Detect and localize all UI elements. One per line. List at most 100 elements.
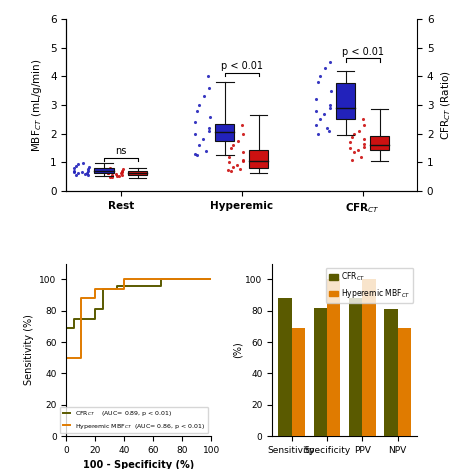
- Point: [325, 127, 333, 135]
- Point: [233, 161, 241, 168]
- Point: [199, 136, 207, 143]
- Point: [193, 151, 201, 159]
- Legend: CFR$_{CT}$, Hyperemic MBF$_{CT}$: CFR$_{CT}$, Hyperemic MBF$_{CT}$: [326, 267, 413, 303]
- Y-axis label: Sensitivity (%): Sensitivity (%): [24, 315, 34, 386]
- Bar: [349, 298, 362, 436]
- Bar: [327, 280, 340, 436]
- Point: [115, 173, 123, 180]
- Point: [83, 169, 91, 177]
- Point: [346, 107, 353, 114]
- Point: [312, 121, 319, 129]
- Point: [350, 149, 357, 156]
- Point: [350, 130, 358, 137]
- Point: [82, 170, 89, 178]
- Point: [79, 159, 87, 167]
- Bar: [398, 328, 411, 436]
- Point: [321, 64, 329, 71]
- Point: [202, 147, 210, 155]
- Point: [104, 169, 111, 176]
- Point: [227, 144, 234, 152]
- Point: [70, 168, 77, 176]
- Point: [236, 165, 244, 173]
- Point: [348, 156, 356, 163]
- Bar: [278, 298, 292, 436]
- Bar: [370, 136, 389, 151]
- Point: [240, 149, 247, 156]
- Point: [191, 119, 199, 126]
- Bar: [336, 83, 356, 120]
- Point: [225, 153, 233, 160]
- Point: [348, 133, 356, 140]
- Bar: [362, 280, 376, 436]
- Point: [118, 168, 126, 176]
- Point: [359, 116, 366, 123]
- Point: [193, 107, 201, 114]
- Point: [234, 137, 242, 145]
- Bar: [249, 150, 268, 168]
- Text: p < 0.01: p < 0.01: [342, 47, 383, 57]
- Point: [346, 144, 354, 152]
- Point: [205, 127, 213, 135]
- Point: [314, 130, 322, 137]
- Y-axis label: MBF$_{CT}$ (mL/g/min): MBF$_{CT}$ (mL/g/min): [30, 58, 45, 151]
- Point: [195, 142, 202, 149]
- Point: [312, 107, 319, 114]
- Point: [206, 113, 213, 120]
- Point: [320, 110, 328, 117]
- Point: [104, 169, 111, 177]
- Point: [312, 96, 320, 103]
- Point: [227, 167, 235, 175]
- Bar: [128, 171, 147, 175]
- Point: [119, 166, 127, 173]
- Point: [118, 167, 126, 175]
- Point: [191, 150, 199, 158]
- Point: [70, 164, 78, 172]
- Point: [74, 160, 82, 168]
- Bar: [94, 168, 114, 174]
- Point: [346, 139, 354, 146]
- Text: p < 0.01: p < 0.01: [221, 61, 263, 71]
- Point: [225, 166, 232, 174]
- Point: [229, 163, 237, 171]
- Point: [360, 143, 368, 151]
- Point: [323, 124, 331, 132]
- Point: [229, 142, 237, 149]
- Point: [225, 159, 232, 166]
- Y-axis label: (%): (%): [232, 341, 242, 358]
- Point: [118, 171, 126, 178]
- Point: [354, 146, 362, 153]
- X-axis label: 100 - Specificity (%): 100 - Specificity (%): [83, 461, 194, 469]
- Point: [85, 163, 92, 171]
- Point: [84, 165, 91, 173]
- Point: [113, 172, 121, 180]
- Text: ns: ns: [115, 146, 127, 156]
- Point: [326, 104, 334, 112]
- Point: [112, 170, 119, 178]
- Bar: [313, 308, 327, 436]
- Point: [316, 73, 324, 80]
- Point: [201, 92, 208, 100]
- Point: [104, 166, 112, 174]
- Point: [316, 116, 323, 123]
- Point: [355, 127, 363, 135]
- Point: [117, 170, 125, 177]
- Point: [72, 162, 80, 170]
- Point: [106, 174, 114, 181]
- Point: [327, 87, 334, 94]
- Bar: [384, 309, 398, 436]
- Point: [327, 58, 334, 66]
- Point: [78, 168, 86, 175]
- Point: [239, 157, 246, 165]
- Point: [360, 121, 368, 129]
- Point: [239, 130, 247, 137]
- Point: [205, 124, 212, 132]
- Point: [239, 156, 246, 163]
- Point: [357, 153, 365, 160]
- Point: [70, 167, 78, 175]
- Point: [191, 130, 199, 137]
- Point: [106, 165, 113, 172]
- Point: [85, 171, 92, 178]
- Point: [108, 171, 115, 179]
- Point: [360, 140, 367, 148]
- Legend: CFR$_{CT}$    (AUC= 0.89, p < 0.01), Hyperemic MBF$_{CT}$  (AUC= 0.86, p < 0.01): CFR$_{CT}$ (AUC= 0.89, p < 0.01), Hypere…: [60, 407, 208, 433]
